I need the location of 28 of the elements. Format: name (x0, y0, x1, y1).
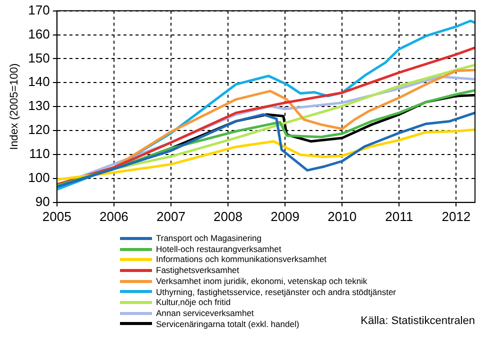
y-tick-label: 120 (28, 122, 50, 138)
y-tick-label: 160 (28, 26, 50, 42)
legend-label: Hotell-och restaurangverksamhet (156, 244, 282, 254)
y-tick-label: 90 (35, 194, 50, 209)
x-tick-label: 2007 (156, 208, 186, 224)
legend-label: Uthyrning, fastighetsservice, resetjänster och andra stödtjänster (156, 286, 396, 298)
x-tick-label: 2011 (385, 208, 414, 224)
legend-label: Kultur,nöje och fritid (156, 297, 231, 308)
y-tick-label: 100 (28, 170, 50, 186)
x-tick-label: 2008 (214, 208, 242, 224)
legend-label: Fastighetsverksamhet (156, 265, 240, 276)
legend-label: Servicenäringarna totalt (exkl. handel) (156, 318, 300, 330)
text: Källa: Statistikcentralen (360, 315, 475, 327)
y-tick-label: 110 (29, 146, 50, 162)
y-axis-title: Index (2005=100) (8, 63, 21, 150)
legend-label: Informations och kommunikationsverksamhet (156, 254, 327, 266)
x-tick-label: 2010 (328, 208, 357, 224)
y-tick-label: 170 (28, 2, 50, 18)
x-tick-label: 2006 (99, 208, 128, 224)
legend-label: Annan serviceverksamhet (156, 308, 254, 319)
legend-label: Transport och Magasinering (156, 233, 262, 244)
legend-label: Verksamhet inom juridik, ekonomi, vetenskap och teknik (156, 276, 368, 287)
x-tick-label: 2009 (270, 208, 300, 224)
x-tick-label: 2005 (42, 208, 72, 224)
x-tick-label: 2012 (442, 208, 471, 224)
y-tick-label: 150 (28, 50, 50, 66)
y-tick-label: 130 (28, 98, 50, 114)
y-tick-label: 140 (28, 74, 50, 90)
